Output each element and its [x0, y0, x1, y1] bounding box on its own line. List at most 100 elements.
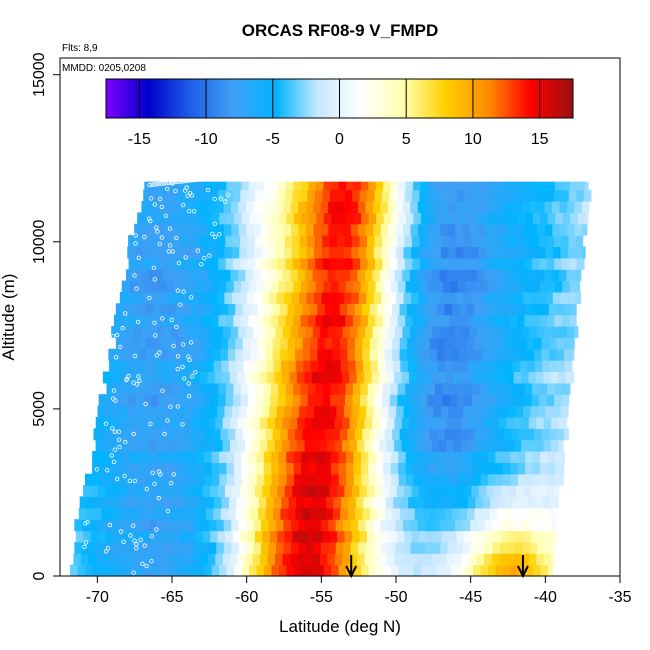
sample-point [199, 176, 205, 182]
heatmap-cell [241, 564, 250, 577]
heatmap-cell [339, 303, 348, 316]
heatmap-cell [378, 496, 387, 509]
heatmap-cell [250, 428, 259, 441]
heatmap-cell [359, 189, 368, 202]
heatmap-cell [293, 462, 302, 475]
heatmap-cell [325, 337, 334, 350]
heatmap-cell [380, 541, 389, 554]
heatmap-cell [355, 496, 364, 509]
heatmap-cell [525, 212, 534, 225]
heatmap-cell [389, 394, 398, 407]
heatmap-cell [73, 553, 82, 566]
x-tick-label: -55 [310, 589, 333, 606]
heatmap-cell [286, 451, 295, 463]
heatmap-cell [360, 314, 369, 327]
heatmap-cell [282, 416, 291, 429]
heatmap-cell [151, 462, 160, 475]
colorbar-segment [386, 79, 391, 118]
sample-point [184, 185, 189, 190]
heatmap-cell [110, 553, 119, 566]
heatmap-cell [450, 280, 459, 293]
heatmap-cell [295, 360, 304, 373]
heatmap-cell [220, 337, 229, 350]
heatmap-cell [465, 462, 474, 475]
heatmap-cell [444, 337, 453, 350]
sample-point [171, 180, 176, 185]
heatmap-cell [203, 382, 212, 395]
heatmap-cell [373, 223, 382, 236]
heatmap-cell [174, 564, 183, 577]
heatmap-cell [556, 348, 565, 361]
heatmap-cell [241, 462, 250, 475]
heatmap-cell [383, 212, 392, 225]
heatmap-cell [387, 326, 396, 338]
heatmap-cell [99, 564, 108, 577]
heatmap-cell [420, 564, 429, 577]
heatmap-cell [195, 235, 204, 248]
heatmap-cell [143, 235, 152, 248]
heatmap-cell [379, 416, 388, 429]
heatmap-cell [225, 257, 234, 270]
heatmap-cell [279, 564, 288, 577]
heatmap-cell [368, 451, 377, 463]
heatmap-cell [272, 348, 281, 361]
heatmap-cell [317, 428, 326, 441]
heatmap-cell [273, 496, 282, 509]
heatmap-cell [267, 371, 276, 384]
heatmap-cell [337, 530, 346, 543]
heatmap-cell [74, 541, 83, 554]
heatmap-cell [159, 462, 168, 475]
heatmap-cell [350, 201, 359, 213]
heatmap-cell [188, 280, 197, 293]
sample-point [178, 179, 183, 184]
heatmap-cell [531, 530, 540, 543]
heatmap-cell [142, 405, 151, 418]
heatmap-cell [211, 473, 220, 486]
heatmap-cell [144, 280, 153, 293]
heatmap-cell [239, 291, 248, 304]
heatmap-cell [410, 223, 419, 236]
heatmap-cell [509, 394, 518, 407]
heatmap-cell [451, 428, 460, 441]
heatmap-cell [502, 462, 511, 475]
heatmap-cell [507, 223, 516, 236]
heatmap-cell [271, 564, 280, 577]
heatmap-cell [411, 485, 420, 498]
heatmap-cell [421, 473, 430, 486]
heatmap-cell [283, 541, 292, 554]
heatmap-cell [366, 485, 375, 498]
heatmap-cell [359, 235, 368, 248]
heatmap-cell [522, 541, 531, 554]
heatmap-cell [533, 348, 543, 361]
heatmap-cell [167, 564, 176, 577]
heatmap-cell [319, 439, 328, 452]
note-mmdd: MMDD: 0205,0208 [62, 63, 146, 74]
heatmap-cell [202, 189, 211, 202]
heatmap-cell [510, 212, 519, 225]
colorbar-segment [402, 79, 407, 118]
heatmap-cell [286, 473, 295, 486]
heatmap-cell [275, 201, 284, 213]
heatmap-cell [168, 337, 177, 350]
heatmap-cell [420, 451, 429, 463]
heatmap-cell [313, 291, 323, 304]
heatmap-cell [290, 269, 299, 282]
heatmap-cell [401, 371, 410, 384]
heatmap-cell [173, 382, 182, 395]
heatmap-cell [439, 416, 448, 429]
heatmap-cell [524, 394, 533, 407]
heatmap-cell [205, 303, 214, 316]
heatmap-cell [429, 348, 438, 361]
heatmap-cell [524, 189, 533, 202]
heatmap-cell [501, 235, 510, 248]
heatmap-cell [531, 257, 540, 270]
heatmap-cell [382, 314, 391, 327]
heatmap-cell [511, 337, 520, 350]
heatmap-cell [375, 462, 384, 475]
heatmap-cell [508, 530, 517, 543]
heatmap-cell [160, 428, 169, 441]
colorbar-segment [432, 79, 437, 118]
heatmap-cell [427, 257, 436, 270]
heatmap-cell [283, 201, 292, 213]
heatmap-cell [243, 496, 252, 509]
